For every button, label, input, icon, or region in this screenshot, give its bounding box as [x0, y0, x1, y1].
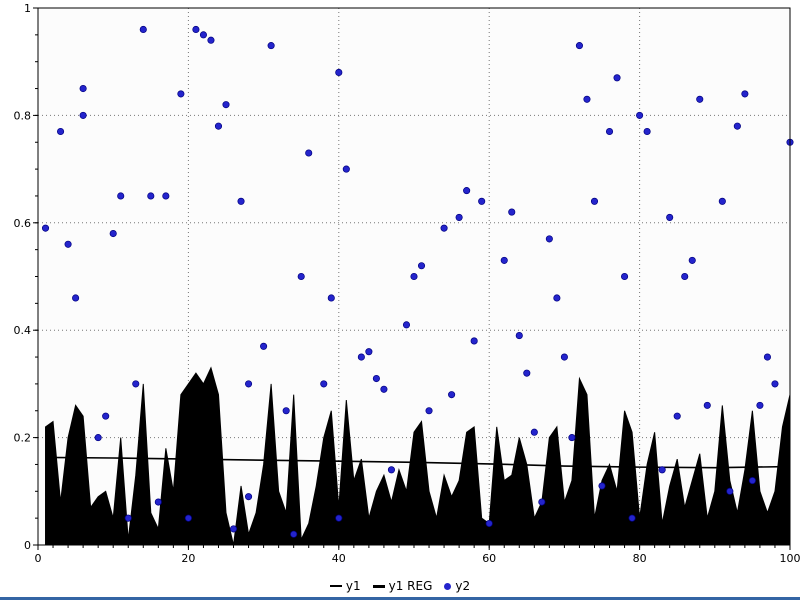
legend-label: y2 — [455, 579, 471, 594]
svg-text:0: 0 — [24, 539, 31, 552]
chart-svg: 0 20 40 60 80 100 0 0.2 0.4 0.6 0.8 1 — [14, 2, 800, 565]
svg-text:100: 100 — [780, 552, 800, 565]
legend-item: y1 REG — [372, 579, 433, 594]
chart-legend: y1 y1 REG y2 — [0, 576, 800, 597]
svg-text:0.4: 0.4 — [14, 324, 32, 337]
svg-text:20: 20 — [181, 552, 195, 565]
svg-text:1: 1 — [24, 2, 31, 15]
svg-text:40: 40 — [332, 552, 346, 565]
svg-text:0.2: 0.2 — [14, 432, 32, 445]
legend-item: y2 — [444, 579, 470, 593]
legend-line-swatch — [329, 585, 342, 588]
svg-text:80: 80 — [633, 552, 647, 565]
svg-text:0.6: 0.6 — [14, 217, 32, 230]
bottom-accent-bar — [0, 596, 800, 600]
legend-label: y1 — [345, 579, 361, 594]
legend-dot-swatch — [444, 582, 452, 590]
chart-area: 0 20 40 60 80 100 0 0.2 0.4 0.6 0.8 1 — [14, 2, 800, 565]
legend-label: y1 REG — [388, 579, 433, 594]
svg-text:60: 60 — [482, 552, 496, 565]
legend-line-swatch — [372, 584, 385, 588]
legend-item: y1 — [329, 579, 361, 594]
svg-text:0: 0 — [35, 552, 42, 565]
svg-text:0.8: 0.8 — [14, 109, 32, 122]
